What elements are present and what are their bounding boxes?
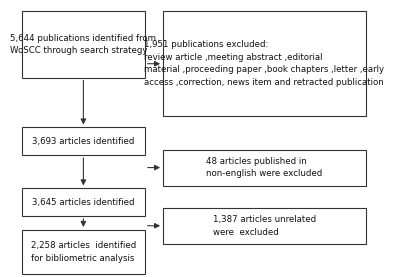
FancyBboxPatch shape <box>22 188 145 216</box>
FancyBboxPatch shape <box>22 11 145 78</box>
Text: 1,951 publications excluded:
review article ,meeting abstract ,editorial
materia: 1,951 publications excluded: review arti… <box>144 40 384 87</box>
Text: 3,693 articles identified: 3,693 articles identified <box>32 137 134 146</box>
FancyBboxPatch shape <box>163 208 366 244</box>
Text: 3,645 articles identified: 3,645 articles identified <box>32 198 135 207</box>
Text: 2,258 articles  identified
for bibliometric analysis: 2,258 articles identified for bibliometr… <box>31 241 136 263</box>
Text: 1,387 articles unrelated
were  excluded: 1,387 articles unrelated were excluded <box>213 215 316 237</box>
FancyBboxPatch shape <box>163 11 366 116</box>
Text: 5,644 publications identified from
WoSCC through search strategy: 5,644 publications identified from WoSCC… <box>10 34 156 55</box>
FancyBboxPatch shape <box>22 127 145 155</box>
FancyBboxPatch shape <box>22 230 145 274</box>
Text: 48 articles published in
non-english were excluded: 48 articles published in non-english wer… <box>206 157 322 178</box>
FancyBboxPatch shape <box>163 150 366 186</box>
